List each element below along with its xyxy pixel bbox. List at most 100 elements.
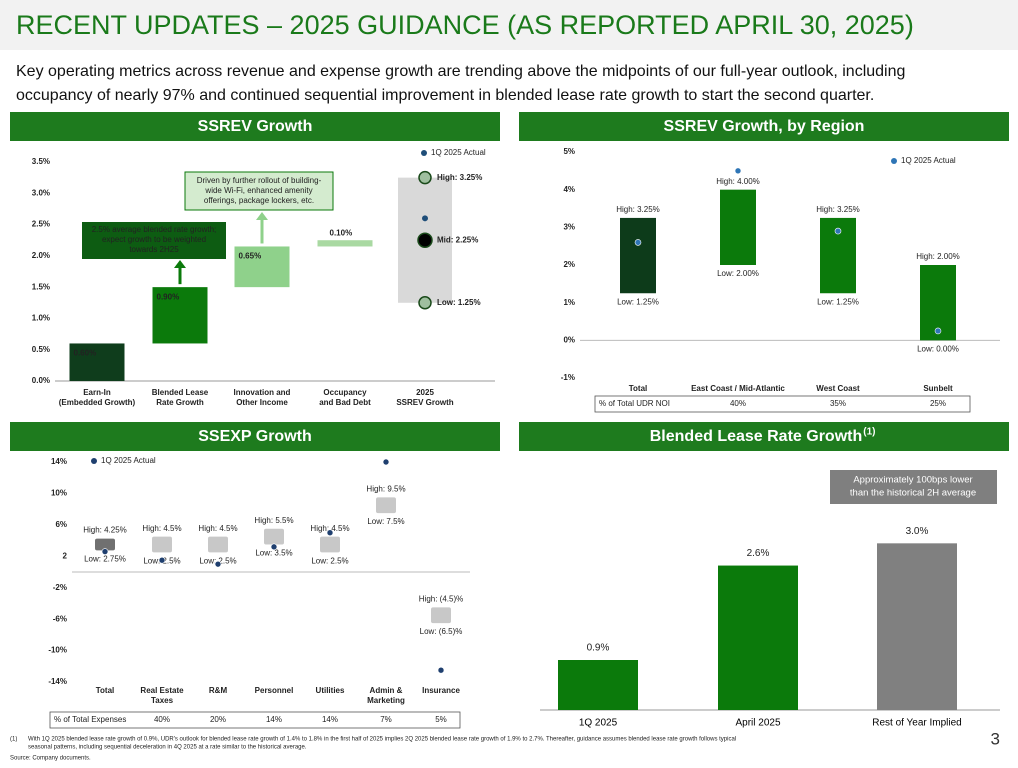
range-high-label: High: 4.5%	[310, 524, 349, 533]
range-low-label: Low: 2.75%	[84, 555, 126, 564]
range-high-label: High: (4.5)%	[419, 594, 463, 603]
page-number: 3	[991, 729, 1000, 748]
x-tick-label: East Coast / Mid-Atlantic	[691, 384, 785, 393]
range-bar	[152, 536, 172, 553]
bar	[877, 543, 957, 710]
x-tick-label: West Coast	[816, 384, 860, 393]
table-cell: 20%	[210, 715, 226, 724]
panel-title: SSREV Growth, by Region	[664, 118, 865, 135]
range-point	[417, 232, 433, 248]
footnote: seasonal patterns, including sequential …	[28, 745, 307, 751]
y-tick-label: 3%	[563, 222, 575, 231]
x-tick-label: Personnel	[255, 686, 294, 695]
table-cell: 40%	[154, 715, 170, 724]
y-tick-label: 3.0%	[32, 188, 50, 197]
actual-point	[158, 556, 166, 564]
y-tick-label: 2.0%	[32, 251, 50, 260]
panel-title: Blended Lease Rate Growth	[650, 428, 863, 445]
y-tick-label: 0.5%	[32, 345, 50, 354]
x-tick-label: (Embedded Growth)	[59, 398, 136, 407]
actual-point	[934, 327, 942, 335]
actual-point	[270, 543, 278, 551]
range-bar	[95, 538, 115, 551]
bar	[718, 565, 798, 710]
annotation: than the historical 2H average	[850, 488, 976, 499]
x-tick-label: R&M	[209, 686, 228, 695]
range-bar	[320, 536, 340, 553]
range-low-label: Low: 7.5%	[367, 517, 404, 526]
x-tick-label: SSREV Growth	[396, 398, 453, 407]
range-bar	[376, 497, 396, 514]
annotation: Driven by further rollout of building-	[197, 176, 322, 185]
legend-label: 1Q 2025 Actual	[901, 156, 956, 165]
range-point	[418, 170, 432, 185]
annotation-box	[184, 171, 334, 211]
bar	[152, 287, 208, 344]
range-low-label: Low: 3.5%	[255, 549, 292, 558]
slide-title: RECENT UPDATES – 2025 GUIDANCE (AS REPOR…	[16, 10, 914, 40]
y-tick-label: 6%	[55, 520, 67, 529]
title-band	[0, 0, 1018, 50]
y-tick-label: 1.0%	[32, 314, 50, 323]
range-high-label: High: 4.25%	[83, 526, 127, 535]
y-tick-label: 0.0%	[32, 376, 50, 385]
annotation: offerings, package lockers, etc.	[204, 196, 314, 205]
annotation: wide Wi-Fi, enhanced amenity	[204, 186, 312, 195]
y-tick-label: 5%	[563, 147, 575, 156]
range-bar	[264, 528, 284, 545]
actual-point	[734, 167, 742, 175]
bar	[558, 660, 638, 710]
range-low-label: Low: 1.25%	[817, 297, 859, 306]
y-tick-label: -6%	[53, 614, 67, 623]
actual-point	[422, 215, 428, 222]
annotation-box	[830, 470, 997, 504]
x-tick-label: Other Income	[236, 398, 288, 407]
legend-marker	[91, 458, 97, 464]
range-low-label: Low: 2.00%	[717, 269, 759, 278]
x-tick-label: Utilities	[316, 686, 345, 695]
x-tick-label: Sunbelt	[923, 384, 953, 393]
arrow-head	[256, 212, 268, 220]
actual-point	[437, 666, 445, 674]
range-high-label: High: 2.00%	[916, 252, 960, 261]
annotation: 2.5% average blended rate growth;	[92, 225, 217, 234]
annotation-box	[82, 222, 226, 259]
actual-point	[382, 458, 390, 466]
y-tick-label: 3.5%	[32, 157, 50, 166]
x-tick-label: Total	[629, 384, 648, 393]
x-tick-label: Rate Growth	[156, 398, 204, 407]
value-label: 0.10%	[330, 228, 353, 237]
legend-label: 1Q 2025 Actual	[431, 148, 486, 157]
y-tick-label: 10%	[51, 489, 67, 498]
table-label: % of Total Expenses	[54, 715, 126, 724]
panel-header	[10, 422, 500, 451]
y-tick-label: 4%	[563, 185, 575, 194]
range-high-label: High: 3.25%	[816, 205, 860, 214]
range-low-label: Low: (6.5)%	[420, 627, 463, 636]
x-tick-label: Innovation and	[234, 388, 291, 397]
actual-point	[634, 239, 642, 246]
actual-point	[101, 548, 109, 555]
annotation: towards 2H25	[129, 245, 179, 254]
bar	[317, 240, 373, 247]
annotation: Approximately 100bps lower	[853, 475, 972, 486]
actual-point	[214, 560, 222, 568]
arrow-head	[174, 260, 186, 268]
x-tick-label: Total	[96, 686, 115, 695]
range-low-label: Low: 2.5%	[311, 556, 348, 565]
x-tick-label: Marketing	[367, 696, 405, 705]
range-bar	[208, 536, 228, 553]
range-bar	[720, 189, 756, 265]
x-tick-label: Admin &	[370, 686, 403, 695]
value-label: 0.90%	[157, 292, 180, 301]
x-tick-label: Real Estate	[140, 686, 184, 695]
range-low-label: Low: 0.00%	[917, 344, 959, 353]
y-tick-label: 0%	[563, 335, 575, 344]
range-low-label: Low: 1.25%	[617, 297, 659, 306]
y-tick-label: 2%	[563, 260, 575, 269]
table-row	[594, 395, 971, 413]
range-point	[418, 296, 432, 310]
y-tick-label: -10%	[48, 646, 67, 655]
y-tick-label: -2%	[53, 583, 67, 592]
